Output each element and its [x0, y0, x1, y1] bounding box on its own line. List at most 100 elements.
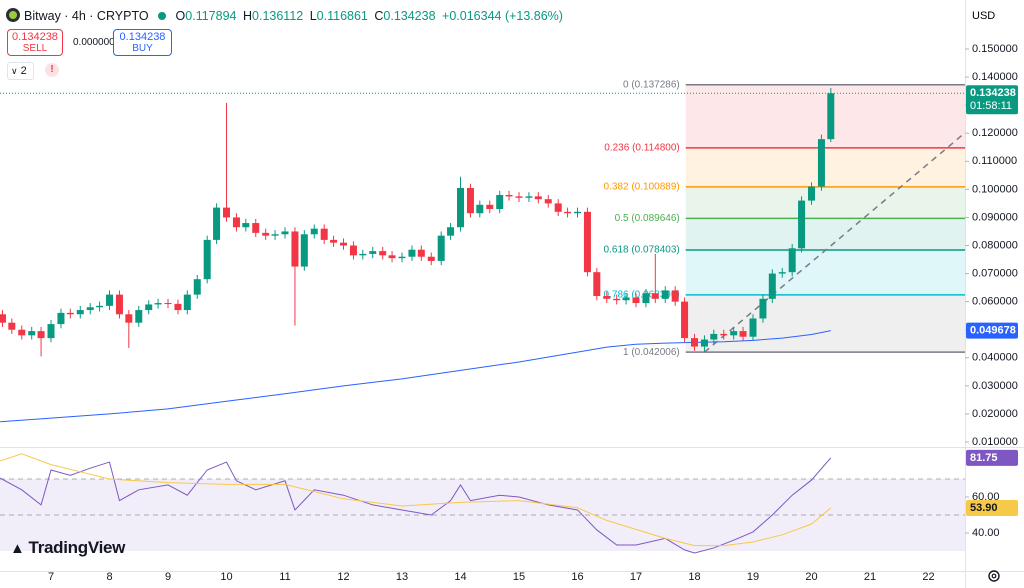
y-tick-label: 0.080000: [972, 239, 1018, 251]
buy-label[interactable]: BUY: [132, 43, 153, 54]
candle-body: [447, 227, 455, 236]
candle-body: [768, 273, 776, 299]
candle-body: [223, 207, 231, 218]
candle-body: [115, 294, 123, 315]
y-tick-label: 0.070000: [972, 267, 1018, 279]
rsi-last-label-bg: [966, 499, 1018, 516]
fib-label: 0 (0.137286): [623, 79, 680, 90]
candle-body: [291, 231, 299, 267]
legend: Bitway · 4h · CRYPTO O0.117894 H0.136112…: [24, 9, 563, 23]
candle-body: [203, 239, 211, 280]
candle-body: [603, 296, 611, 299]
chevron[interactable]: ∨: [11, 66, 18, 76]
moving-average: [0, 330, 831, 423]
buy-price[interactable]: 0.134238: [119, 31, 166, 43]
sell-price[interactable]: 0.134238: [12, 31, 58, 43]
candle-body: [47, 324, 55, 339]
sell-label[interactable]: SELL: [22, 43, 48, 54]
candle-body: [417, 249, 425, 257]
sell-button[interactable]: 0.134238 SELL: [7, 29, 63, 56]
candle-body: [242, 223, 250, 228]
branding: ▲ TradingView: [10, 538, 125, 558]
candle-body: [398, 256, 406, 259]
indicators-toggle[interactable]: ∨ 2: [7, 62, 34, 80]
candle-body: [661, 290, 669, 299]
candle-body: [720, 333, 728, 336]
candle-body: [379, 251, 387, 256]
candle-body: [408, 249, 416, 257]
y-tick-label: 0.030000: [972, 380, 1018, 392]
currency: USD: [972, 10, 995, 22]
change: +0.016344 (+13.86%): [442, 9, 563, 23]
spread: 0.000000: [73, 37, 115, 48]
candle-body: [437, 235, 445, 261]
rsi-line: [0, 453, 832, 547]
x-tick-label: 11: [279, 571, 290, 583]
y-tick-label: 0.110000: [972, 155, 1017, 167]
candle-body: [271, 234, 279, 236]
candle-body: [154, 303, 162, 305]
candle-body: [262, 232, 270, 236]
symbol-icon: [6, 8, 20, 22]
candle-body: [145, 304, 153, 311]
fib-label: 0.5 (0.089646): [615, 213, 680, 224]
candle-body: [730, 331, 738, 336]
candle-body: [544, 199, 552, 204]
candle-body: [213, 207, 221, 240]
y-tick-label: 0.100000: [972, 183, 1018, 195]
settings-icon[interactable]: [988, 570, 1000, 582]
fib-label: 0.236 (0.114800): [604, 142, 679, 153]
candle-body: [700, 339, 708, 347]
candle-body: [135, 310, 143, 323]
candle-body: [174, 303, 182, 311]
y-tick-label: 0.010000: [972, 436, 1018, 448]
symbol[interactable]: Bitway · 4h · CRYPTO: [24, 9, 149, 23]
candle-body: [798, 200, 806, 249]
warning-icon[interactable]: !: [45, 63, 59, 77]
candle-body: [183, 294, 191, 311]
candle-body: [778, 272, 786, 274]
gear-hub[interactable]: [991, 573, 997, 579]
ohlc-value: 0.136112: [252, 9, 304, 23]
x-tick-label: 9: [165, 571, 171, 583]
candle-body: [788, 248, 796, 273]
x-tick-label: 22: [922, 571, 934, 583]
candle-body: [164, 303, 172, 305]
candle-body: [8, 322, 16, 330]
y-tick-label: 0.060000: [972, 296, 1018, 308]
candle-body: [28, 331, 36, 336]
candle-body: [807, 186, 815, 201]
gear[interactable]: [988, 570, 1000, 582]
candle-body: [320, 228, 328, 240]
candle-body: [232, 217, 240, 228]
candle-body: [554, 203, 562, 212]
x-tick-label: 21: [864, 571, 876, 583]
candle-body: [642, 293, 650, 304]
candle-body: [359, 253, 367, 256]
rsi-last-label-bg: [966, 449, 1018, 466]
candle-body: [349, 245, 357, 256]
indicators-count[interactable]: 2: [20, 65, 27, 77]
candle-body: [651, 293, 659, 299]
candle-body: [827, 93, 835, 140]
fib-label: 1 (0.042006): [623, 347, 680, 358]
x-tick-label: 17: [630, 571, 642, 583]
fib-zone: [685, 218, 965, 250]
candle-body: [281, 231, 289, 235]
buy-button[interactable]: 0.134238 BUY: [113, 29, 172, 56]
candle-body: [739, 331, 747, 337]
candle-body: [96, 305, 104, 308]
x-tick-label: 15: [513, 571, 525, 583]
ma-last-label-bg: [966, 322, 1018, 339]
candle-body: [749, 318, 757, 337]
countdown: 01:58:11: [970, 100, 1012, 112]
ohlc-value: 0.134238: [383, 9, 436, 23]
x-tick-label: 14: [454, 571, 466, 583]
ohlc-key: C: [374, 9, 384, 23]
y-tick-label: 0.150000: [972, 43, 1018, 55]
fib-label: 0.786 (0.062396): [604, 290, 680, 301]
candle-body: [66, 312, 74, 315]
ohlc-value: 0.116861: [316, 9, 368, 23]
